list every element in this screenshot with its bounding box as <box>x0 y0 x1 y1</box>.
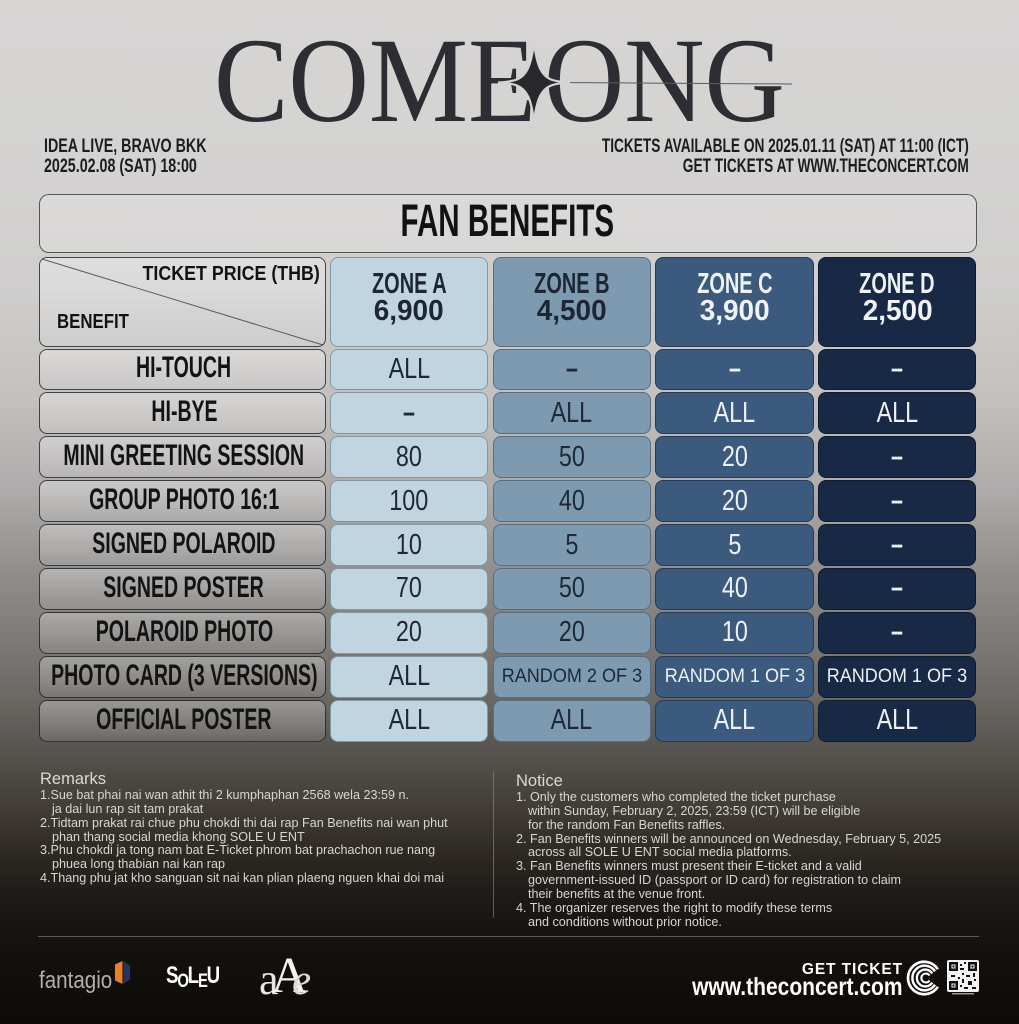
svg-text:ONG: ONG <box>544 13 785 147</box>
svg-text:COME: COME <box>214 13 536 147</box>
